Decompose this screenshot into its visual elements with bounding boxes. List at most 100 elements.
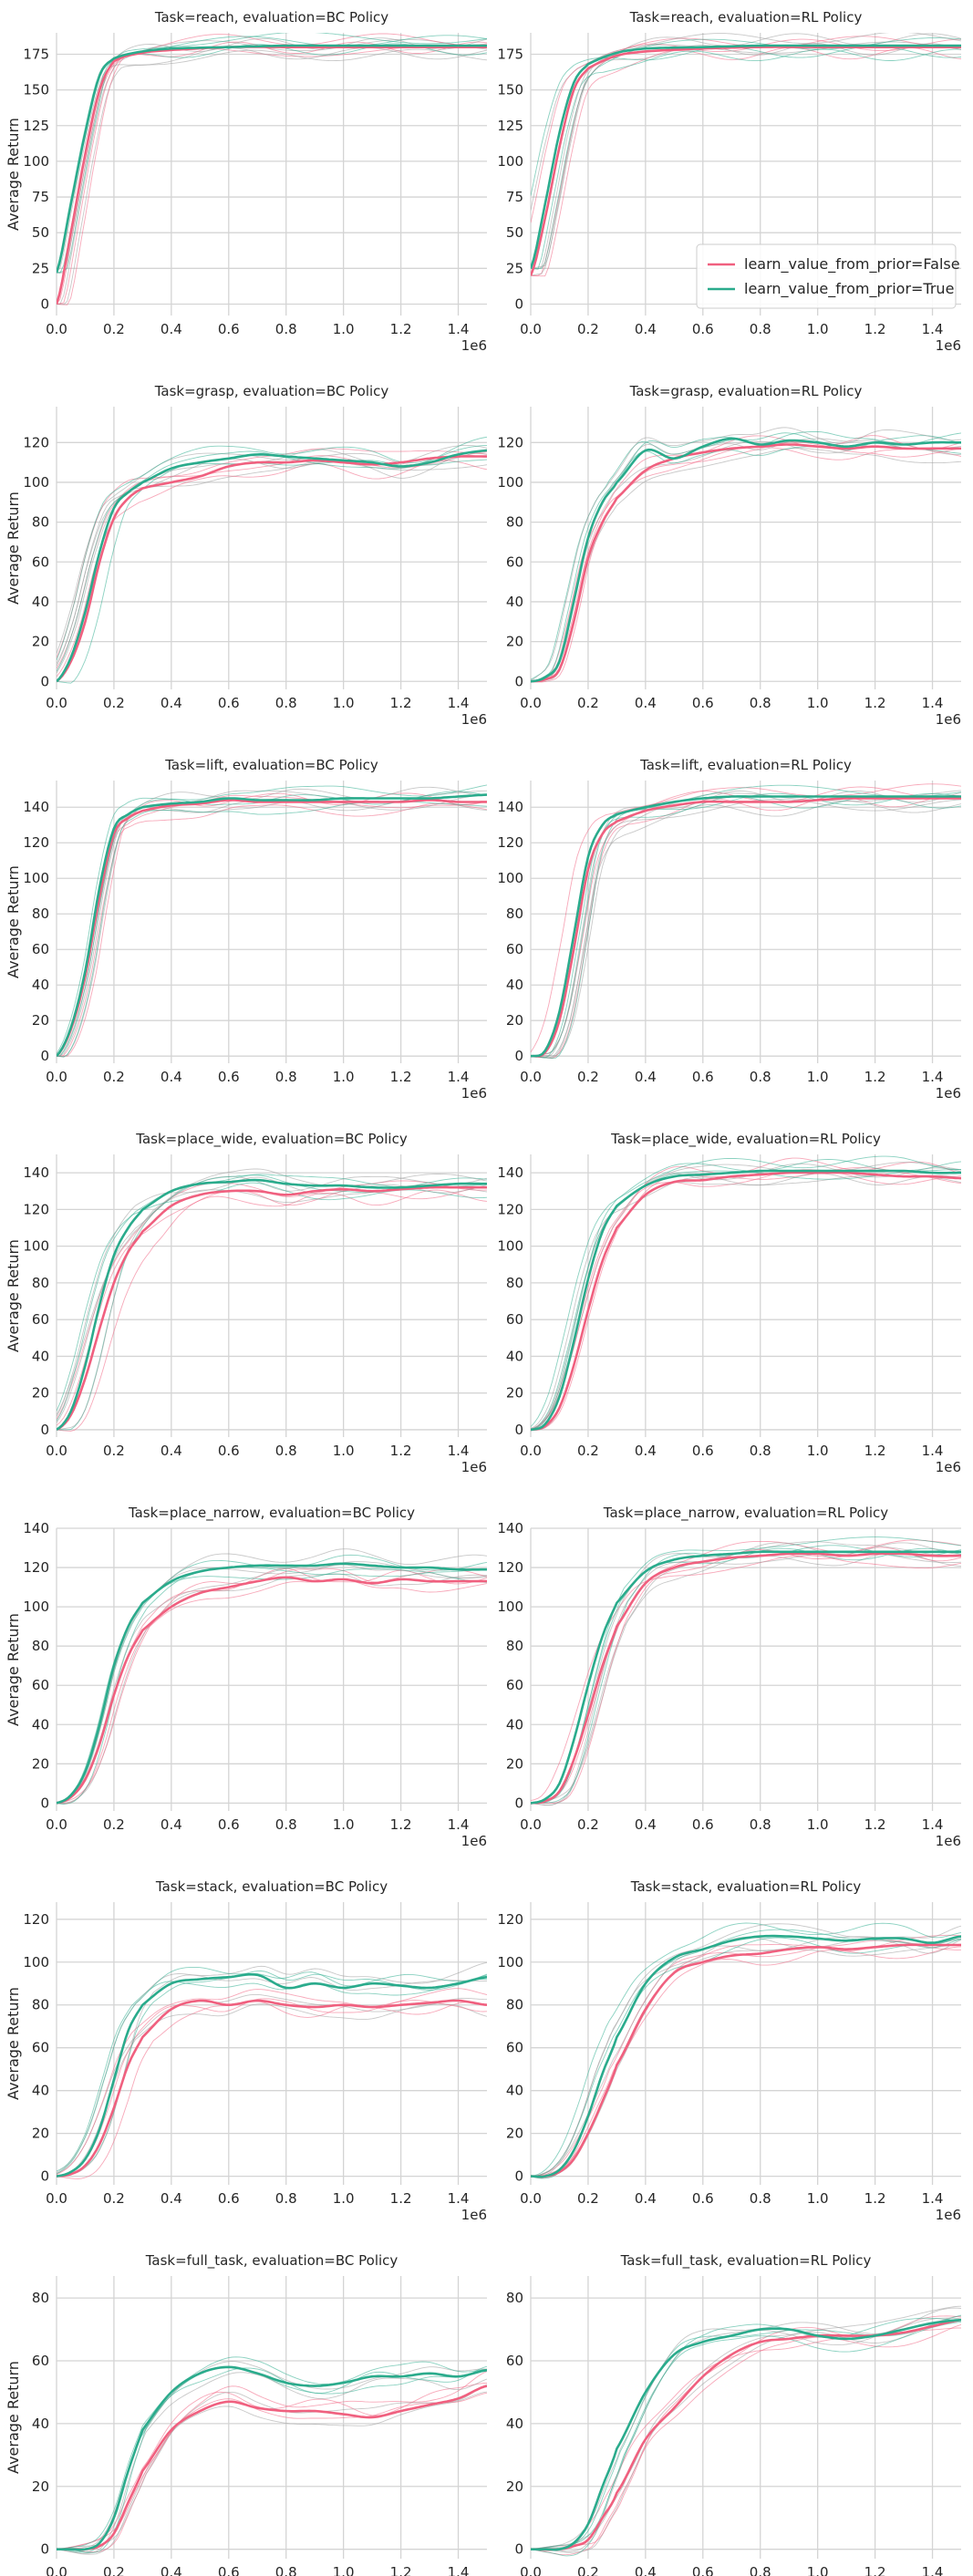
- run-line: [57, 1175, 487, 1423]
- panel-task-reach-evaluation-bc-policy: Task=reach, evaluation=BC Policy 0.0 0.2 0.…: [5, 9, 487, 354]
- x-tick-label: 1.2: [864, 1816, 886, 1833]
- panel-task-place-wide-evaluation-bc-policy: Task=place_wide, evaluation=BC Policy 0.0…: [5, 1131, 487, 1475]
- x-scale-label: 1e6: [936, 1085, 961, 1102]
- x-scale-label: 1e6: [461, 711, 487, 728]
- run-line: [57, 1979, 487, 2172]
- x-tick-label: 0.2: [577, 2564, 599, 2576]
- run-line: [531, 427, 961, 681]
- run-line: [57, 1182, 487, 1412]
- y-tick-label: 0: [40, 1795, 49, 1811]
- x-tick-label: 1.2: [864, 2564, 886, 2576]
- panel-title: Task=stack, evaluation=RL Policy: [630, 1878, 862, 1895]
- x-tick-label: 0.6: [692, 1443, 714, 1459]
- run-line: [57, 1180, 487, 1420]
- x-tick-label: 0.6: [692, 695, 714, 711]
- x-tick-label: 1.0: [333, 1069, 355, 1085]
- y-tick-label: 100: [23, 153, 49, 170]
- run-line: [531, 2315, 961, 2550]
- run-line: [57, 1971, 487, 2178]
- panel-title: Task=full_task, evaluation=BC Policy: [145, 2252, 399, 2270]
- y-tick-label: 120: [23, 1911, 49, 1928]
- x-tick-label: 0.0: [520, 695, 542, 711]
- y-tick-label: 120: [23, 1201, 49, 1217]
- x-scale-label: 1e6: [461, 1085, 487, 1102]
- y-tick-label: 150: [497, 82, 523, 98]
- run-line: [531, 1934, 961, 2178]
- run-line: [57, 1966, 487, 2175]
- run-line: [57, 444, 487, 674]
- y-tick-label: 60: [506, 2040, 523, 2056]
- y-tick-label: 75: [506, 189, 523, 205]
- y-tick-label: 60: [506, 553, 523, 570]
- panel-title: Task=place_narrow, evaluation=BC Policy: [128, 1505, 415, 1522]
- run-line: [531, 792, 961, 1060]
- y-tick-label: 0: [514, 2541, 523, 2558]
- y-axis-label: Average Return: [5, 865, 22, 978]
- x-tick-label: 0.0: [46, 321, 67, 337]
- y-tick-label: 20: [506, 1385, 523, 1402]
- y-tick-label: 40: [506, 1348, 523, 1364]
- y-tick-label: 80: [506, 2290, 523, 2306]
- x-tick-label: 0.8: [275, 2564, 297, 2576]
- curves: [57, 436, 487, 684]
- y-tick-label: 20: [32, 1385, 49, 1402]
- panel-title: Task=lift, evaluation=RL Policy: [639, 757, 852, 773]
- y-tick-label: 0: [514, 2168, 523, 2185]
- y-tick-label: 100: [23, 1238, 49, 1255]
- x-tick-label: 0.8: [275, 1816, 297, 1833]
- panel-title: Task=place_wide, evaluation=BC Policy: [135, 1131, 408, 1148]
- run-line: [531, 1167, 961, 1431]
- y-tick-label: 140: [23, 799, 49, 815]
- x-tick-label: 0.6: [692, 1069, 714, 1085]
- x-tick-label: 0.8: [275, 2190, 297, 2207]
- x-tick-label: 0.2: [577, 1069, 599, 1085]
- run-line: [57, 2001, 487, 2179]
- x-tick-label: 1.4: [448, 321, 470, 337]
- series-line-learn-value-from-prior-true: [57, 2365, 487, 2551]
- run-line: [57, 1993, 487, 2175]
- y-axis-label: Average Return: [5, 1239, 22, 1352]
- run-line: [531, 1940, 961, 2178]
- run-line: [57, 436, 487, 661]
- x-tick-label: 0.4: [160, 2564, 182, 2576]
- run-line: [57, 1988, 487, 2176]
- y-tick-label: 60: [506, 1677, 523, 1693]
- x-tick-label: 0.6: [218, 1816, 240, 1833]
- y-tick-label: 125: [497, 118, 523, 134]
- x-tick-label: 0.8: [275, 695, 297, 711]
- series-line-learn-value-from-prior-false: [531, 1943, 961, 2178]
- x-tick-label: 1.0: [333, 2564, 355, 2576]
- run-line: [531, 790, 961, 1057]
- y-tick-label: 80: [32, 1275, 49, 1291]
- run-line: [531, 1946, 961, 2178]
- x-tick-label: 1.0: [807, 2190, 829, 2207]
- y-tick-label: 25: [506, 260, 523, 276]
- run-line: [57, 37, 487, 274]
- panel-task-reach-evaluation-rl-policy: Task=reach, evaluation=RL Policy 0.0 0.2 0.…: [497, 9, 961, 354]
- run-line: [531, 448, 961, 682]
- run-line: [531, 38, 961, 276]
- y-tick-label: 120: [497, 1559, 523, 1576]
- y-axis-label: Average Return: [5, 1987, 22, 2100]
- run-line: [531, 1936, 961, 2178]
- x-tick-label: 1.2: [390, 1443, 412, 1459]
- panel-title: Task=reach, evaluation=BC Policy: [154, 9, 388, 26]
- curves: [531, 1922, 961, 2179]
- run-line: [57, 444, 487, 672]
- run-line: [531, 1943, 961, 2178]
- x-tick-label: 1.4: [448, 1443, 470, 1459]
- x-tick-label: 0.0: [520, 2190, 542, 2207]
- x-tick-label: 0.4: [160, 2190, 182, 2207]
- x-tick-label: 0.8: [750, 2564, 771, 2576]
- x-tick-label: 1.2: [390, 1816, 412, 1833]
- y-tick-label: 40: [32, 1348, 49, 1364]
- x-tick-label: 1.2: [390, 695, 412, 711]
- run-line: [57, 1573, 487, 1804]
- x-tick-label: 0.8: [275, 1069, 297, 1085]
- x-tick-label: 0.0: [520, 1816, 542, 1833]
- x-tick-label: 1.0: [333, 695, 355, 711]
- y-tick-label: 60: [506, 941, 523, 957]
- x-tick-label: 1.4: [448, 695, 470, 711]
- x-tick-label: 1.4: [922, 1069, 944, 1085]
